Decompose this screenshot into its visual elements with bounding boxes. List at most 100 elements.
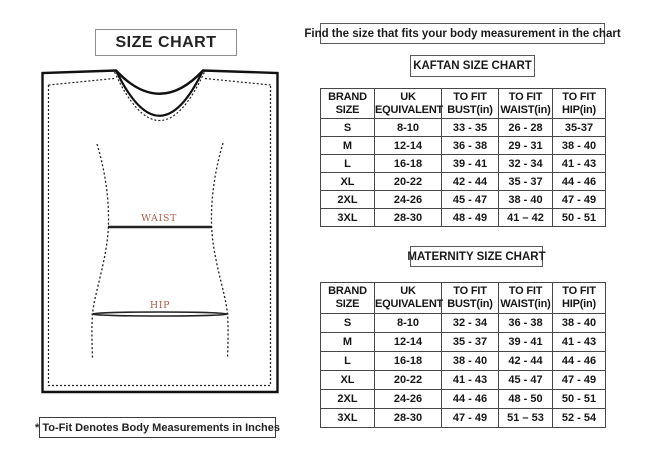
column-header-hip: TO FIT HIP(in) <box>552 88 606 119</box>
cell: 48 - 50 <box>498 389 553 409</box>
cell: XL <box>320 370 375 390</box>
cell: 47 - 49 <box>552 190 606 209</box>
table-row: 2XL 24-26 45 - 47 38 - 40 47 - 49 <box>320 190 606 209</box>
column-header-bust: TO FIT BUST(in) <box>441 88 499 119</box>
cell: 35 - 37 <box>441 332 499 352</box>
kaftan-size-table: BRAND SIZE UK EQUIVALENT TO FIT BUST(in) TO… <box>320 88 606 227</box>
cell: 20-22 <box>374 172 442 191</box>
neckline-inner-curve <box>115 70 204 117</box>
cell: 2XL <box>320 190 375 209</box>
size-chart-title: SIZE CHART <box>115 33 217 51</box>
neckline-stitch-line <box>113 71 206 122</box>
cell: S <box>320 118 375 137</box>
table-row: XL 20-22 42 - 44 35 - 37 44 - 46 <box>320 172 606 191</box>
maternity-chart-title-box: MATERNITY SIZE CHART <box>407 246 546 267</box>
cell: XL <box>320 172 375 191</box>
cell: 12-14 <box>374 332 442 352</box>
cell: 38 - 40 <box>552 136 606 155</box>
cell: 28-30 <box>374 208 442 227</box>
cell: 41 - 43 <box>552 154 606 173</box>
table-row: L 16-18 39 - 41 32 - 34 41 - 43 <box>320 154 606 173</box>
cell: 32 - 34 <box>441 313 499 333</box>
measurement-note-box: * To-Fit Denotes Body Measurements in In… <box>35 417 280 438</box>
cell: L <box>320 351 375 371</box>
column-header-bust: TO FIT BUST(in) <box>441 282 499 314</box>
cell: 47 - 49 <box>441 408 499 428</box>
cell: 52 - 54 <box>552 408 606 428</box>
cell: 50 - 51 <box>552 389 606 409</box>
cell: 29 - 31 <box>498 136 553 155</box>
waist-label: WAIST <box>141 213 177 224</box>
cell: 47 - 49 <box>552 370 606 390</box>
cell: 33 - 35 <box>441 118 499 137</box>
cell: 2XL <box>320 389 375 409</box>
cell: 44 - 46 <box>552 172 606 191</box>
maternity-size-table: BRAND SIZE UK EQUIVALENT TO FIT BUST(in) TO… <box>320 282 606 428</box>
cell: 36 - 38 <box>498 313 553 333</box>
cell: 28-30 <box>374 408 442 428</box>
seam-border-dotted <box>47 85 272 387</box>
cell: 45 - 47 <box>498 370 553 390</box>
cell: 39 - 41 <box>498 332 553 352</box>
instruction-text: Find the size that fits your body measur… <box>304 27 621 40</box>
column-header-brand-size: BRAND SIZE <box>320 88 375 119</box>
cell: 35 - 37 <box>498 172 553 191</box>
cell: 24-26 <box>374 190 442 209</box>
table-header-row: BRAND SIZE UK EQUIVALENT TO FIT BUST(in) TO… <box>320 88 606 119</box>
hip-label: HIP <box>150 300 170 311</box>
table-row: 3XL 28-30 48 - 49 41 – 42 50 - 51 <box>320 208 606 227</box>
table-header-row: BRAND SIZE UK EQUIVALENT TO FIT BUST(in) TO… <box>320 282 606 314</box>
cell: L <box>320 154 375 173</box>
cell: 8-10 <box>374 313 442 333</box>
measurement-note: * To-Fit Denotes Body Measurements in In… <box>35 421 280 434</box>
kaftan-chart-title-box: KAFTAN SIZE CHART <box>410 55 535 77</box>
cell: 12-14 <box>374 136 442 155</box>
column-header-brand-size: BRAND SIZE <box>320 282 375 314</box>
cell: 48 - 49 <box>441 208 499 227</box>
seam-border-top-right <box>204 77 271 86</box>
body-curve-right <box>210 142 229 359</box>
table-row: M 12-14 36 - 38 29 - 31 38 - 40 <box>320 136 606 155</box>
cell: 41 - 43 <box>441 370 499 390</box>
column-header-uk-equivalent: UK EQUIVALENT <box>374 282 443 314</box>
cell: 26 - 28 <box>498 118 553 137</box>
column-header-waist: TO FIT WAIST(in) <box>498 88 553 119</box>
cell: 20-22 <box>374 370 442 390</box>
cell: 32 - 34 <box>498 154 553 173</box>
cell: 38 - 40 <box>498 190 553 209</box>
cell: 41 - 43 <box>552 332 606 352</box>
cell: 35-37 <box>552 118 606 137</box>
table-row: S 8-10 32 - 34 36 - 38 38 - 40 <box>320 313 606 333</box>
table-row: M 12-14 35 - 37 39 - 41 41 - 43 <box>320 332 606 352</box>
cell: 24-26 <box>374 389 442 409</box>
cell: 8-10 <box>374 118 442 137</box>
table-row: XL 20-22 41 - 43 45 - 47 47 - 49 <box>320 370 606 390</box>
cell: 16-18 <box>374 351 442 371</box>
column-header-uk-equivalent: UK EQUIVALENT <box>374 88 443 119</box>
column-header-waist: TO FIT WAIST(in) <box>498 282 553 314</box>
cell: M <box>320 332 375 352</box>
instruction-box: Find the size that fits your body measur… <box>304 23 621 44</box>
cell: 42 - 44 <box>498 351 553 371</box>
cell: 39 - 41 <box>441 154 499 173</box>
hip-line <box>91 311 229 317</box>
cell: 45 - 47 <box>441 190 499 209</box>
table-row: 3XL 28-30 47 - 49 51 – 53 52 - 54 <box>320 408 606 428</box>
cell: S <box>320 313 375 333</box>
cell: M <box>320 136 375 155</box>
garment-outline <box>41 69 279 394</box>
cell: 3XL <box>320 408 375 428</box>
body-curve-left <box>91 143 110 359</box>
cell: 36 - 38 <box>441 136 499 155</box>
cell: 3XL <box>320 208 375 227</box>
kaftan-chart-title: KAFTAN SIZE CHART <box>413 60 532 72</box>
seam-border-top-left <box>48 77 115 86</box>
table-row: S 8-10 33 - 35 26 - 28 35-37 <box>320 118 606 137</box>
cell: 41 – 42 <box>498 208 553 227</box>
cell: 44 - 46 <box>441 389 499 409</box>
table-row: L 16-18 38 - 40 42 - 44 44 - 46 <box>320 351 606 371</box>
cell: 50 - 51 <box>552 208 606 227</box>
maternity-chart-title: MATERNITY SIZE CHART <box>407 250 546 263</box>
column-header-hip: TO FIT HIP(in) <box>552 282 606 314</box>
cell: 51 – 53 <box>498 408 553 428</box>
